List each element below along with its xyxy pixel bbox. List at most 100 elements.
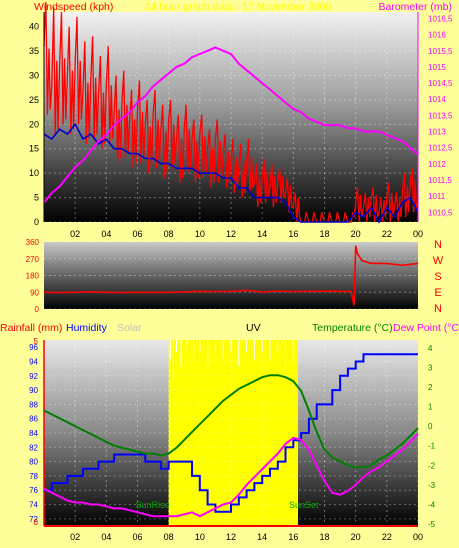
humidity-y-tick-label: 94 <box>29 357 38 366</box>
hum-x-tick-label: 20 <box>351 532 361 542</box>
wind-y-tick-label: 30 <box>29 70 39 80</box>
baro-y-tick-label: 1014 <box>428 95 446 104</box>
sunset-label: SunSet <box>289 500 319 510</box>
hum-x-tick-label: 22 <box>382 532 392 542</box>
humidity-y-tick-label: 78 <box>29 472 38 481</box>
temperature-axis-title: Temperature (°C) <box>312 322 393 334</box>
baro-y-tick-label: 1016 <box>428 31 446 40</box>
temperature-series-line <box>43 374 419 469</box>
wind-y-tick-label: 25 <box>29 95 39 105</box>
wind-x-tick-label: 06 <box>132 229 142 239</box>
dir-label-s: S <box>434 271 441 283</box>
hum-x-tick-label: 14 <box>257 532 267 542</box>
dir-label-w: W <box>433 255 444 267</box>
dir-y-tick-label: 360 <box>26 238 40 247</box>
wind-x-tick-label: 18 <box>319 229 329 239</box>
humidity-temp-chart: 72747678808284868890929496-5-4-3-2-10123… <box>29 337 436 542</box>
humidity-y-tick-label: 86 <box>29 415 38 424</box>
temp-y-tick-label: -4 <box>428 500 436 509</box>
dir-y-tick-label: 0 <box>35 305 40 314</box>
hum-x-tick-label: 12 <box>226 532 236 542</box>
wind-y-tick-label: 0 <box>34 217 39 227</box>
rain-y-tick-label: 5 <box>34 337 39 346</box>
temp-y-tick-label: 4 <box>428 344 433 353</box>
temp-y-tick-label: -5 <box>428 520 436 529</box>
hum-x-tick-label: 04 <box>101 532 111 542</box>
wind-y-tick-label: 40 <box>29 22 39 32</box>
wind-baro-plot-area <box>44 12 418 222</box>
humidity-y-tick-label: 90 <box>29 386 38 395</box>
hum-x-tick-label: 18 <box>319 532 329 542</box>
baro-y-tick-label: 1013 <box>428 128 446 137</box>
wind-x-tick-label: 02 <box>70 229 80 239</box>
wind-y-tick-label: 15 <box>29 144 39 154</box>
hum-x-tick-label: 00 <box>413 532 423 542</box>
temp-y-tick-label: -1 <box>428 442 436 451</box>
humidity-axis-title: Humidity <box>66 322 108 334</box>
solar-label: Solar <box>117 322 142 334</box>
temp-y-tick-label: 0 <box>428 422 433 431</box>
wind-y-tick-label: 20 <box>29 119 39 129</box>
temp-y-tick-label: 3 <box>428 363 433 372</box>
barometer-series-line <box>43 46 419 204</box>
rain-y-tick-label: 0 <box>34 518 39 527</box>
baro-y-tick-label: 1011,5 <box>428 176 452 185</box>
graph-title: 24 hour graph data : 17 November 2006 <box>145 1 332 13</box>
temp-y-tick-label: -3 <box>428 481 436 490</box>
baro-y-tick-label: 1012 <box>428 160 446 169</box>
dewpoint-axis-title: Dew Point (°C) <box>393 322 459 334</box>
humidity-y-tick-label: 74 <box>29 501 38 510</box>
baro-y-tick-label: 1012,5 <box>428 144 453 153</box>
hum-x-tick-label: 06 <box>132 532 142 542</box>
baro-y-tick-label: 1014,5 <box>428 79 453 88</box>
baro-y-tick-label: 1015 <box>428 63 446 72</box>
wind-baro-chart: 05101520253035401010,510111011,510121012… <box>29 2 453 239</box>
wind-direction-chart: 0 90 180 270 360 <box>26 238 419 314</box>
hum-x-tick-label: 08 <box>164 532 174 542</box>
wind-x-tick-label: 16 <box>288 229 298 239</box>
dir-label-e: E <box>434 287 441 299</box>
wind-x-tick-label: 04 <box>101 229 111 239</box>
humidity-y-tick-label: 80 <box>29 458 38 467</box>
wind-x-tick-label: 12 <box>226 229 236 239</box>
wind-x-tick-label: 08 <box>164 229 174 239</box>
humidity-y-tick-label: 84 <box>29 429 38 438</box>
humidity-y-tick-label: 96 <box>29 343 38 352</box>
barometer-axis-title: Barometer (mb) <box>378 1 452 13</box>
wind-x-tick-label: 20 <box>351 229 361 239</box>
baro-y-tick-label: 1011 <box>428 192 446 201</box>
wind-x-tick-label: 22 <box>382 229 392 239</box>
wind-y-tick-label: 5 <box>34 193 39 203</box>
wind-x-tick-label: 00 <box>413 229 423 239</box>
dewpoint-series-line <box>43 433 419 518</box>
wind-x-tick-label: 14 <box>257 229 267 239</box>
baro-y-tick-label: 1015,5 <box>428 47 453 56</box>
humidity-y-tick-label: 72 <box>29 515 38 524</box>
humidity-y-tick-label: 88 <box>29 400 38 409</box>
windgust-series-line <box>43 2 419 223</box>
humidity-y-tick-label: 82 <box>29 443 38 452</box>
wind-direction-series-line <box>43 245 419 306</box>
hum-x-tick-label: 10 <box>195 532 205 542</box>
dir-y-tick-label: 180 <box>26 272 40 281</box>
wind-y-tick-label: 35 <box>29 46 39 56</box>
dir-y-tick-label: 270 <box>26 255 40 264</box>
windavg-series-line <box>43 122 419 224</box>
baro-y-tick-label: 1013,5 <box>428 111 453 120</box>
humidity-y-tick-label: 76 <box>29 486 38 495</box>
baro-y-tick-label: 1016,5 <box>428 14 453 23</box>
sunrise-label: SunRise <box>136 500 170 510</box>
temp-y-tick-label: -2 <box>428 461 436 470</box>
wind-y-tick-label: 10 <box>29 168 39 178</box>
uv-label: UV <box>246 322 261 334</box>
temp-y-tick-label: 1 <box>428 403 433 412</box>
baro-y-tick-label: 1010,5 <box>428 208 453 217</box>
temp-y-tick-label: 2 <box>428 383 433 392</box>
hum-x-tick-label: 02 <box>70 532 80 542</box>
humidity-series-line <box>44 353 418 513</box>
humidity-y-tick-label: 92 <box>29 372 38 381</box>
dir-label-n-bottom: N <box>434 303 442 315</box>
wind-x-tick-label: 10 <box>195 229 205 239</box>
